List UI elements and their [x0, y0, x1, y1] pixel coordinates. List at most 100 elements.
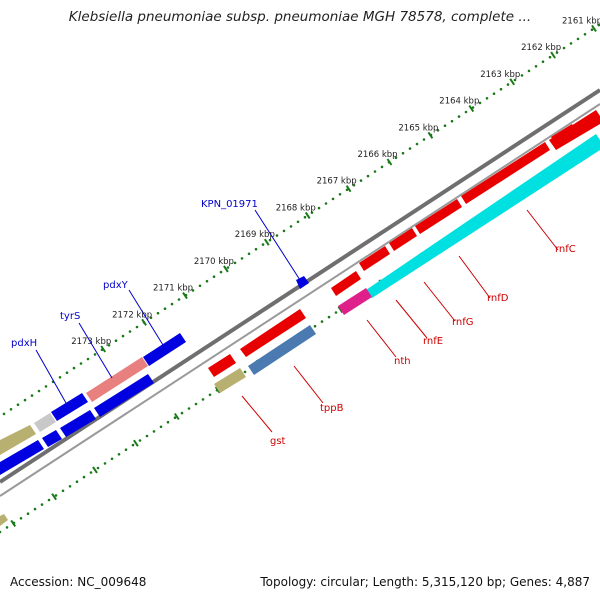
label-rnfG: rnfG: [452, 317, 474, 328]
gene-red-forward-5[interactable]: [359, 246, 390, 271]
ruler-dot: [394, 156, 398, 160]
gene-blue-reverse-1[interactable]: [94, 374, 154, 417]
ruler-dot: [75, 480, 79, 484]
ruler-dot: [534, 65, 538, 68]
ruler-dot: [569, 42, 573, 45]
gene-cyan-rnf[interactable]: [366, 134, 600, 298]
ruler-dot: [145, 434, 149, 438]
ruler-dot: [72, 366, 76, 370]
ruler-dot: [443, 124, 447, 127]
ruler-dot: [555, 51, 559, 54]
ruler-dot: [492, 92, 496, 95]
ruler-dot: [261, 243, 265, 246]
ruler-tick-2164: [468, 105, 475, 113]
ruler-dot: [9, 408, 13, 411]
ruler-tick-2168: [304, 211, 311, 219]
ruler-label-2164: 2164 kbp: [439, 97, 479, 107]
label-nth: nth: [394, 356, 411, 367]
ruler-tick-2162: [550, 51, 556, 59]
outer-tick-ruler: 2161 kbp 2162 kbp 2163 kbp 2164 kbp 2165 kbp…: [2, 16, 600, 416]
gene-red-forward-6[interactable]: [331, 271, 361, 296]
gene-nth[interactable]: [338, 288, 372, 315]
ruler-dot: [243, 370, 247, 374]
ruler-label-2169: 2169 kbp: [235, 230, 275, 240]
gene-blue-reverse-2[interactable]: [60, 410, 96, 437]
reverse-strand-genes: [0, 134, 600, 526]
ruler-dot: [268, 238, 272, 242]
ruler-label-2173: 2173 kbp: [71, 337, 111, 347]
gene-pdxY[interactable]: [143, 333, 186, 366]
leader-rnfC: [526, 209, 559, 251]
gene-tppB[interactable]: [248, 325, 316, 375]
gene-red-forward-1[interactable]: [551, 124, 576, 143]
ruler-dot: [198, 284, 202, 288]
ruler-dot: [345, 188, 349, 192]
ruler-dot: [317, 206, 321, 210]
ruler-label-2168: 2168 kbp: [276, 203, 316, 213]
ruler-dot: [93, 353, 97, 356]
ruler-dot: [359, 179, 363, 182]
ruler-dot: [82, 475, 86, 479]
ruler-label-2162: 2162 kbp: [521, 43, 561, 53]
leader-pdxH: [35, 349, 67, 404]
ruler-tick-2173: [100, 345, 107, 353]
ruler-dot: [313, 324, 317, 328]
ruler-dot: [5, 526, 9, 529]
ruler-dot: [33, 507, 37, 511]
gene-blue-forward-1[interactable]: [51, 393, 88, 421]
ruler-dot: [562, 46, 566, 50]
ruler-dot: [233, 261, 237, 265]
ruler-label-2170: 2170 kbp: [194, 257, 234, 267]
ruler-dot: [205, 279, 209, 283]
ruler-dot: [471, 106, 475, 109]
ruler-tick-2161: [591, 24, 597, 32]
ruler-dot: [436, 129, 440, 132]
ruler-dot: [194, 402, 198, 406]
label-pdxY: pdxY: [103, 280, 129, 291]
gene-red-forward-8[interactable]: [208, 354, 236, 377]
ruler-dot: [103, 462, 107, 465]
inner-ruler-tick-2170: [133, 439, 139, 447]
label-gst: gst: [270, 436, 286, 447]
ruler-dot: [590, 28, 594, 32]
ruler-dot: [485, 97, 489, 100]
gene-red-forward-2[interactable]: [461, 142, 550, 204]
gene-red-forward-3[interactable]: [415, 199, 462, 234]
gene-blue-reverse-4[interactable]: [0, 440, 44, 475]
gene-red-forward-7[interactable]: [240, 309, 306, 357]
ruler-dot: [334, 311, 338, 314]
gene-red-forward-4[interactable]: [389, 228, 417, 251]
gene-tyrS[interactable]: [86, 357, 148, 402]
ruler-tick-2167: [345, 185, 352, 193]
leader-gst: [241, 395, 273, 433]
ruler-label-2171: 2171 kbp: [153, 284, 193, 294]
ruler-dot: [289, 225, 293, 228]
ruler-dot: [296, 220, 300, 224]
ruler-tick-2166: [386, 158, 393, 166]
accession-text: Accession: NC_009648: [10, 575, 147, 589]
ruler-dot: [61, 489, 65, 493]
gene-gst[interactable]: [214, 368, 246, 393]
gene-grey[interactable]: [34, 413, 56, 432]
gene-olive-reverse[interactable]: [0, 514, 8, 526]
ruler-dot: [226, 266, 230, 269]
ruler-dot: [408, 147, 412, 150]
ruler-dot: [47, 498, 51, 502]
ruler-dot: [138, 439, 142, 442]
ruler-dot: [40, 503, 44, 506]
ruler-dot: [527, 69, 531, 73]
ruler-dot: [177, 298, 181, 301]
leader-pdxY: [128, 289, 164, 346]
ruler-dot: [422, 138, 426, 141]
ruler-dot: [191, 289, 195, 292]
ruler-dot: [208, 393, 212, 397]
ruler-dot: [149, 316, 153, 320]
gene-olive-forward[interactable]: [0, 425, 36, 455]
ruler-tick-2165: [427, 131, 434, 139]
ruler-tick-2163: [509, 78, 516, 86]
gene-blue-reverse-3[interactable]: [42, 430, 62, 447]
label-KPN_01971: KPN_01971: [201, 199, 258, 210]
ruler-dot: [44, 385, 48, 388]
ruler-dot: [86, 357, 90, 361]
ruler-dot: [320, 320, 324, 323]
